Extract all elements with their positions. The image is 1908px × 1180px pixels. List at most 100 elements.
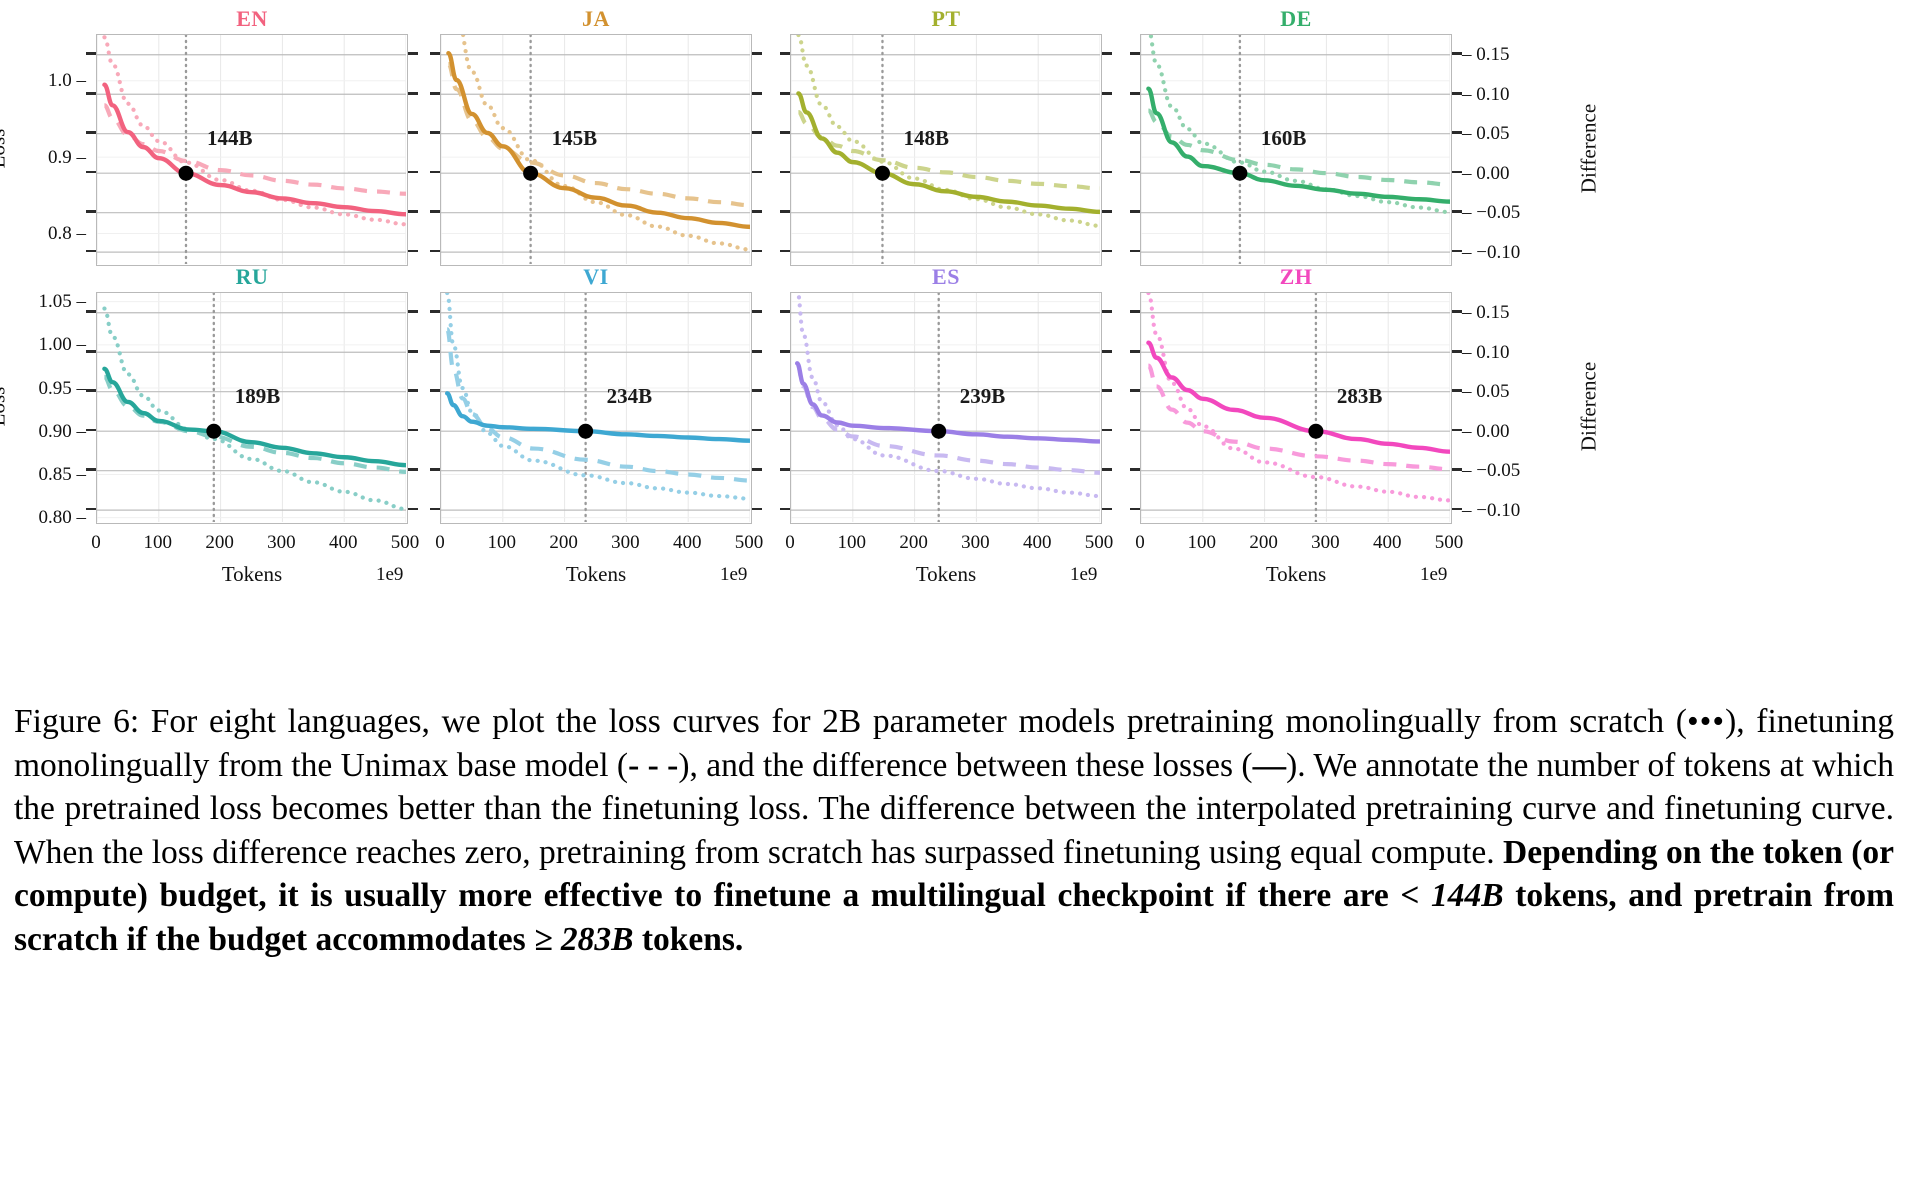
- crossover-annotation-ja: 145B: [551, 126, 598, 151]
- left-axis-tick: 1.05 –: [38, 291, 87, 313]
- x-axis-tick: 0: [785, 532, 795, 553]
- tick-mark: [752, 91, 762, 95]
- caption-math-2: ≥ 283B: [534, 920, 634, 958]
- left-axis-tick: 1.0 –: [48, 70, 86, 92]
- caption-part-4: ). We annotate the number of tokens at w…: [14, 746, 1894, 871]
- crossover-annotation-de: 160B: [1260, 126, 1307, 151]
- tick-mark: [1130, 52, 1140, 56]
- x-axis-tick: 500: [734, 532, 764, 553]
- tick-mark: [1452, 428, 1462, 432]
- left-tick-marks: [430, 34, 440, 266]
- panel-title-zh: ZH: [1279, 264, 1313, 289]
- tick-mark: [752, 349, 762, 353]
- x-axis-tick: 200: [1249, 532, 1278, 553]
- x-axis-tick: 100: [143, 532, 173, 553]
- plot-area-vi: [440, 292, 752, 524]
- figure-caption: Figure 6: For eight languages, we plot t…: [14, 700, 1894, 961]
- plot-area-de: [1140, 34, 1452, 266]
- plot-area-ru: [96, 292, 408, 524]
- tick-mark: [1102, 52, 1112, 56]
- x-axis-tick: 500: [390, 532, 420, 553]
- right-tick-marks: [1102, 34, 1112, 266]
- right-axis-tick: – 0.00: [1462, 162, 1510, 184]
- tick-mark: [408, 170, 418, 174]
- tick-mark: [408, 468, 418, 471]
- tick-mark: [86, 210, 96, 213]
- tick-mark: [752, 310, 762, 314]
- dashed-line-marker: - - -: [628, 746, 679, 784]
- x-axis-tick: 300: [611, 532, 640, 553]
- right-tick-marks: [408, 292, 418, 524]
- x-axis-title: Tokens: [565, 562, 627, 586]
- caption-bold-1: Depending on the token (or compute) budg…: [14, 833, 1894, 915]
- plot-area-pt: [790, 34, 1102, 266]
- left-axis-tick: 0.90 –: [38, 420, 87, 442]
- tick-mark: [1452, 249, 1462, 253]
- tick-mark: [408, 131, 418, 134]
- left-axis-tick: 0.85 –: [38, 463, 87, 485]
- tick-mark: [752, 468, 762, 471]
- tick-mark: [86, 91, 96, 95]
- panel-title-es: ES: [932, 264, 960, 289]
- tick-mark: [1130, 507, 1140, 511]
- x-axis-title: Tokens: [221, 562, 283, 586]
- x-axis-tick: 200: [549, 532, 578, 553]
- plot-area-es: [790, 292, 1102, 524]
- tick-mark: [1130, 389, 1140, 392]
- tick-mark: [1130, 210, 1140, 213]
- tick-mark: [86, 310, 96, 314]
- right-axis-title: Difference: [1576, 361, 1601, 452]
- right-axis-tick: – −0.05: [1462, 460, 1521, 482]
- tick-mark: [1102, 249, 1112, 253]
- tick-mark: [1130, 428, 1140, 432]
- tick-mark: [1130, 249, 1140, 253]
- left-tick-marks: [86, 34, 96, 266]
- crossover-annotation-zh: 283B: [1336, 384, 1383, 409]
- tick-mark: [752, 249, 762, 253]
- tick-mark: [752, 170, 762, 174]
- right-axis-tick: – 0.05: [1462, 381, 1510, 403]
- x-axis-exponent: 1e9: [720, 564, 748, 585]
- panel-title-en: EN: [236, 6, 268, 31]
- tick-mark: [430, 52, 440, 56]
- right-tick-marks: [1452, 292, 1462, 524]
- tick-mark: [1452, 310, 1462, 314]
- tick-mark: [1452, 349, 1462, 353]
- tick-mark: [752, 428, 762, 432]
- caption-bold-3: tokens.: [633, 920, 744, 958]
- left-axis-tick: 0.95 –: [38, 377, 87, 399]
- tick-mark: [430, 507, 440, 511]
- tick-mark: [408, 428, 418, 432]
- right-axis-tick-labels: – 0.15 – 0.10 – 0.05 – 0.00 – −0.05 – −0.10: [1462, 34, 1552, 266]
- tick-mark: [1130, 310, 1140, 314]
- tick-mark: [430, 131, 440, 134]
- x-axis-tick: 200: [899, 532, 928, 553]
- tick-mark: [1452, 210, 1462, 213]
- right-axis-tick: – 0.10: [1462, 341, 1510, 363]
- tick-mark: [86, 468, 96, 471]
- tick-mark: [1102, 428, 1112, 432]
- right-axis-tick: – −0.05: [1462, 202, 1521, 224]
- tick-mark: [86, 507, 96, 511]
- x-axis-tick: 100: [1187, 532, 1217, 553]
- tick-mark: [430, 170, 440, 174]
- tick-mark: [430, 389, 440, 392]
- tick-mark: [1102, 389, 1112, 392]
- tick-mark: [780, 428, 790, 432]
- tick-mark: [430, 428, 440, 432]
- tick-mark: [430, 249, 440, 253]
- right-tick-marks: [1452, 34, 1462, 266]
- right-tick-marks: [1102, 292, 1112, 524]
- tick-mark: [430, 91, 440, 95]
- x-axis-title: Tokens: [915, 562, 977, 586]
- tick-mark: [780, 389, 790, 392]
- tick-mark: [1102, 131, 1112, 134]
- tick-mark: [752, 210, 762, 213]
- crossover-annotation-es: 239B: [959, 384, 1006, 409]
- tick-mark: [1102, 507, 1112, 511]
- tick-mark: [752, 131, 762, 134]
- tick-mark: [780, 507, 790, 511]
- tick-mark: [1452, 131, 1462, 134]
- x-axis-tick: 100: [487, 532, 517, 553]
- x-axis-tick: 200: [205, 532, 234, 553]
